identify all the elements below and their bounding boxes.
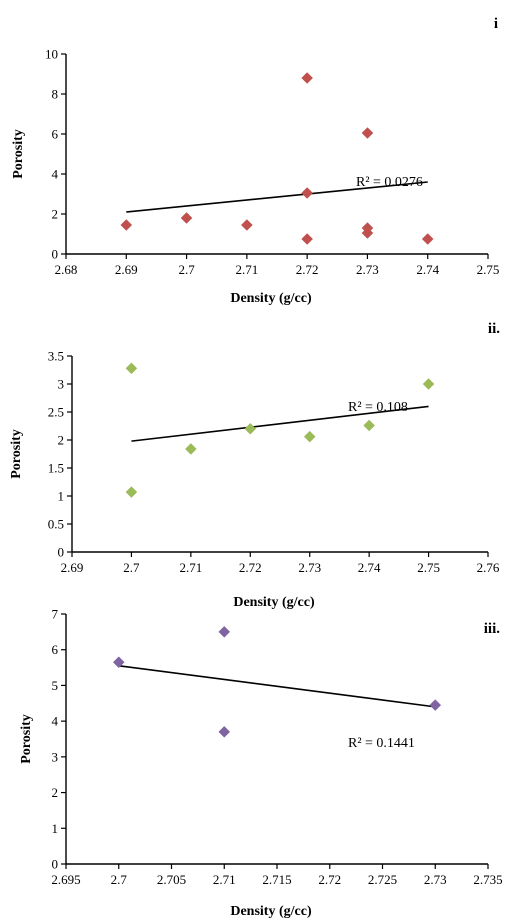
data-point [180,212,193,224]
y-axis-title: Porosity [19,714,34,764]
y-tick-label: 2.5 [48,405,64,420]
x-axis-title: Density (g/cc) [230,291,312,306]
y-tick-label: 4 [52,714,59,729]
y-tick-label: 1.5 [48,461,64,476]
y-tick-label: 3 [52,749,59,764]
trendline [131,405,429,442]
y-tick-label: 0 [52,857,59,872]
data-point [244,422,257,435]
y-tick-label: 2 [52,207,59,222]
x-tick-label: 2.73 [298,560,321,575]
y-tick-label: 2 [52,785,59,800]
x-tick-label: 2.71 [235,262,258,277]
x-tick-label: 2.73 [424,872,447,887]
panel-label: i [494,16,498,32]
data-point [185,443,197,455]
x-tick-label: 2.7 [111,872,128,887]
data-point [422,378,435,390]
data-point [421,233,434,245]
x-tick-label: 2.72 [296,262,319,277]
x-tick-label: 2.7 [178,262,195,277]
data-point [303,430,316,443]
x-tick-label: 2.69 [115,262,138,277]
y-tick-label: 7 [52,607,59,622]
x-tick-label: 2.71 [179,560,202,575]
x-axis-title: Density (g/cc) [233,595,315,610]
x-tick-label: 2.75 [477,262,500,277]
data-point [218,626,231,638]
chart-panel-1: 0 2 4 6 8 10 2.68 2.69 2.7 2.71 2.72 2.73 2.74 2.75 De… [11,16,499,306]
x-tick-label: 2.735 [473,872,502,887]
data-point [361,227,374,239]
y-axis-title: Porosity [11,129,26,179]
y-tick-label: 10 [45,47,58,62]
x-tick-label: 2.74 [416,262,439,277]
y-tick-label: 4 [52,167,59,182]
x-tick-label: 2.715 [262,872,291,887]
x-tick-label: 2.69 [61,560,84,575]
data-point [112,656,125,669]
x-tick-label: 2.75 [417,560,440,575]
y-axis-title: Porosity [9,429,24,479]
y-tick-label: 1 [52,821,59,836]
data-point [361,127,374,139]
x-tick-label: 2.76 [477,560,500,575]
x-tick-label: 2.7 [123,560,140,575]
x-tick-label: 2.71 [213,872,236,887]
x-tick-label: 2.725 [368,872,397,887]
y-tick-label: 3.5 [48,349,64,364]
data-point [301,187,313,199]
y-tick-label: 0 [52,247,59,262]
data-point [301,72,313,84]
data-point [429,699,442,711]
panel-label: ii. [488,321,500,337]
x-tick-label: 2.73 [356,262,379,277]
y-tick-label: 5 [52,678,59,693]
y-tick-label: 0.5 [48,517,64,532]
data-point [301,233,313,245]
y-tick-label: 6 [52,642,59,657]
r-squared-label: R² = 0.0276 [356,175,423,190]
y-tick-label: 3 [58,377,65,392]
y-tick-label: 2 [58,433,65,448]
data-point [120,219,133,231]
x-tick-label: 2.72 [318,872,341,887]
x-tick-label: 2.72 [239,560,262,575]
panel-label: iii. [484,621,501,637]
r-squared-label: R² = 0.108 [348,400,408,415]
x-tick-label: 2.74 [358,560,381,575]
x-tick-label: 2.695 [51,872,80,887]
y-tick-label: 0 [58,545,65,560]
data-point [218,726,231,738]
y-tick-label: 8 [52,87,59,102]
x-axis-title: Density (g/cc) [230,904,312,919]
y-tick-label: 1 [58,489,65,504]
y-tick-label: 6 [52,127,59,142]
trendline [126,181,428,213]
chart-panel-3: 0 1 2 3 4 5 6 7 2.695 2.7 2.705 2.71 2.715 2.72 2.725 2… [19,607,503,920]
data-point [125,362,138,375]
data-point [363,419,375,432]
data-point [125,486,138,498]
chart-panel-2: 0 0.5 1 1.5 2 2.5 3 3.5 2.69 2.7 2.71 2.72 2.73 2.74 2… [9,321,500,610]
r-squared-label: R² = 0.1441 [348,736,415,751]
x-tick-label: 2.705 [157,872,186,887]
x-tick-label: 2.68 [55,262,78,277]
data-point [241,219,253,231]
trendline [118,664,436,708]
